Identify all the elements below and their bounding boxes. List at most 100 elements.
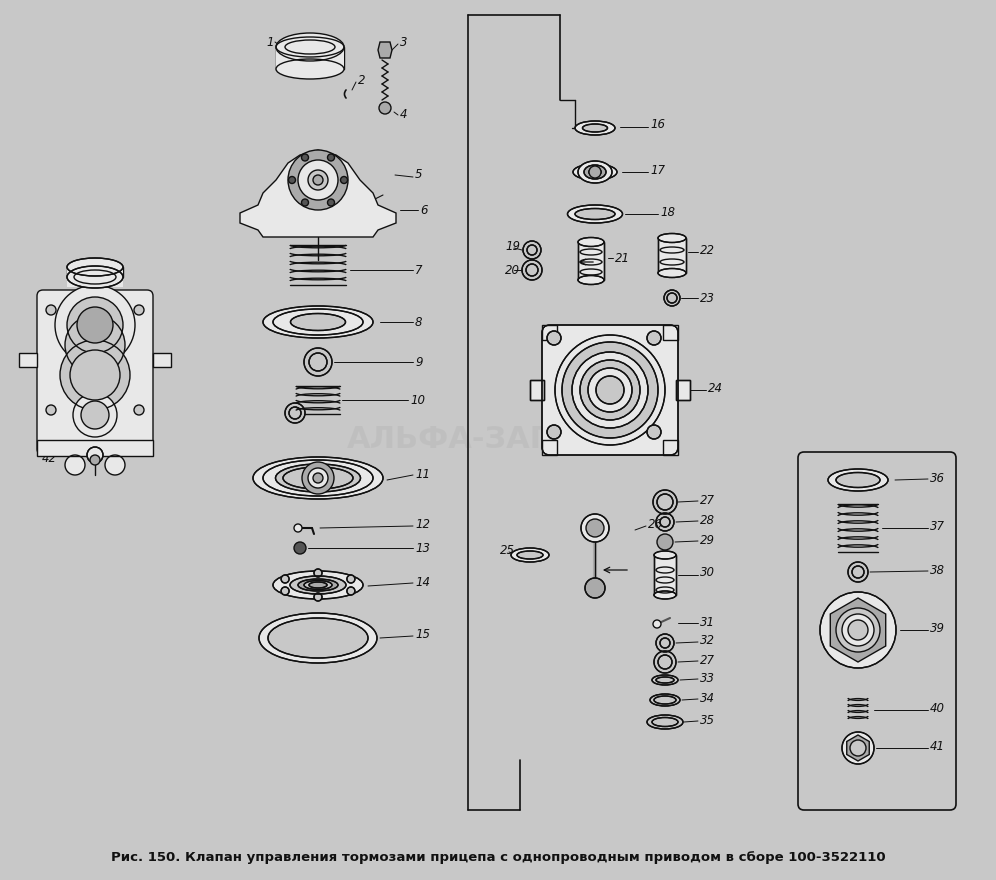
Text: 18: 18: [660, 206, 675, 218]
Circle shape: [667, 293, 677, 303]
Circle shape: [302, 462, 334, 494]
Circle shape: [588, 368, 632, 412]
Bar: [37, 440, 153, 456]
Ellipse shape: [263, 306, 373, 338]
Ellipse shape: [578, 161, 612, 183]
Circle shape: [586, 519, 604, 537]
Bar: [658, 238, 686, 273]
Circle shape: [379, 102, 391, 114]
Bar: [542, 440, 557, 455]
Circle shape: [302, 154, 309, 161]
Bar: [19, 353, 37, 367]
Ellipse shape: [652, 717, 678, 727]
Ellipse shape: [67, 258, 123, 276]
Ellipse shape: [584, 165, 606, 179]
Circle shape: [820, 592, 896, 668]
Circle shape: [654, 651, 676, 673]
Circle shape: [313, 473, 323, 483]
Text: 32: 32: [700, 634, 715, 648]
Text: 34: 34: [700, 692, 715, 705]
Circle shape: [304, 348, 332, 376]
Text: 9: 9: [415, 356, 422, 369]
Circle shape: [660, 517, 670, 527]
Ellipse shape: [273, 309, 363, 335]
Bar: [530, 380, 544, 400]
Circle shape: [842, 614, 874, 646]
Circle shape: [562, 342, 658, 438]
Circle shape: [660, 638, 670, 648]
Bar: [542, 440, 557, 455]
Circle shape: [522, 260, 542, 280]
Circle shape: [347, 575, 355, 583]
Text: АЛЬФА-ЗАПЧАСТИ: АЛЬФА-ЗАПЧАСТИ: [347, 426, 673, 454]
Text: 2: 2: [358, 74, 366, 86]
Ellipse shape: [658, 268, 686, 277]
Circle shape: [596, 376, 624, 404]
Ellipse shape: [658, 233, 686, 243]
Circle shape: [81, 401, 109, 429]
Circle shape: [848, 562, 868, 582]
Text: 29: 29: [700, 533, 715, 546]
Text: 19: 19: [505, 240, 520, 253]
Circle shape: [294, 542, 306, 554]
Bar: [67, 267, 123, 287]
Ellipse shape: [656, 677, 674, 683]
Text: 16: 16: [650, 119, 665, 131]
Circle shape: [314, 593, 322, 601]
Circle shape: [70, 350, 120, 400]
Ellipse shape: [654, 551, 676, 559]
Bar: [658, 238, 686, 273]
Bar: [530, 380, 544, 400]
Ellipse shape: [654, 591, 676, 599]
Circle shape: [289, 177, 296, 184]
Text: 37: 37: [930, 519, 945, 532]
Ellipse shape: [578, 275, 604, 284]
Text: 15: 15: [415, 628, 430, 642]
Circle shape: [547, 331, 561, 345]
Text: 1: 1: [266, 35, 274, 48]
Circle shape: [842, 732, 874, 764]
Bar: [578, 242, 604, 280]
Circle shape: [572, 352, 648, 428]
FancyBboxPatch shape: [542, 325, 678, 455]
Text: 24: 24: [708, 382, 723, 394]
Text: 30: 30: [700, 567, 715, 580]
Text: 28: 28: [700, 514, 715, 526]
Ellipse shape: [583, 124, 608, 132]
Ellipse shape: [650, 694, 680, 706]
Ellipse shape: [575, 209, 615, 219]
Ellipse shape: [836, 473, 880, 488]
Circle shape: [664, 290, 680, 306]
Text: 23: 23: [700, 291, 715, 304]
Ellipse shape: [517, 551, 543, 559]
Circle shape: [308, 170, 328, 190]
Ellipse shape: [273, 571, 363, 599]
Circle shape: [288, 150, 348, 210]
Bar: [276, 47, 344, 69]
Circle shape: [134, 305, 144, 315]
Text: 41: 41: [930, 739, 945, 752]
Text: 3: 3: [400, 35, 407, 48]
Bar: [542, 325, 557, 340]
Polygon shape: [847, 735, 870, 761]
Circle shape: [105, 455, 125, 475]
Circle shape: [580, 360, 640, 420]
Circle shape: [294, 524, 302, 532]
Text: 26: 26: [648, 518, 663, 532]
Circle shape: [302, 199, 309, 206]
Ellipse shape: [263, 460, 373, 496]
Bar: [676, 380, 690, 400]
Circle shape: [65, 455, 85, 475]
Ellipse shape: [304, 581, 332, 590]
Ellipse shape: [309, 582, 327, 588]
Bar: [542, 325, 557, 340]
Circle shape: [850, 740, 866, 756]
Circle shape: [73, 393, 117, 437]
Circle shape: [848, 620, 868, 640]
Bar: [578, 242, 604, 280]
Circle shape: [309, 353, 327, 371]
Circle shape: [289, 407, 301, 419]
Bar: [153, 353, 171, 367]
Bar: [578, 242, 604, 280]
Circle shape: [55, 285, 135, 365]
